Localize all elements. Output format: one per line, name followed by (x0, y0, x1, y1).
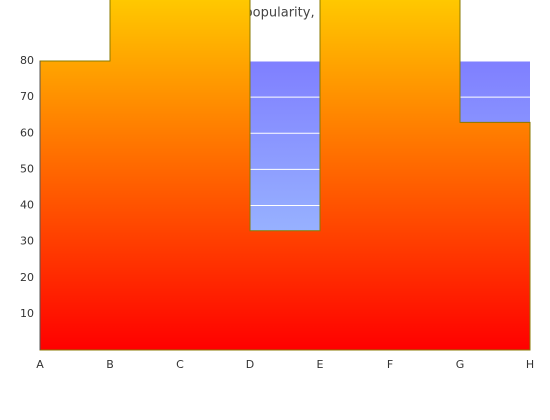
x-tick-label: A (36, 358, 44, 371)
area (39, 0, 531, 351)
y-tick-label: 60 (20, 126, 34, 139)
x-tick-label: F (387, 358, 393, 371)
y-tick-label: 80 (20, 54, 34, 67)
y-tick-label: 40 (20, 199, 34, 212)
x-tick-label: H (526, 358, 534, 371)
x-tick-label: G (456, 358, 465, 371)
x-tick-label: E (317, 358, 324, 371)
y-tick-label: 30 (20, 235, 34, 248)
x-tick-label: C (176, 358, 184, 371)
y-tick-label: 70 (20, 90, 34, 103)
y-tick-label: 10 (20, 307, 34, 320)
x-tick-label: D (246, 358, 254, 371)
y-tick-label: 50 (20, 162, 34, 175)
x-tick-label: B (106, 358, 114, 371)
y-tick-label: 20 (20, 271, 34, 284)
